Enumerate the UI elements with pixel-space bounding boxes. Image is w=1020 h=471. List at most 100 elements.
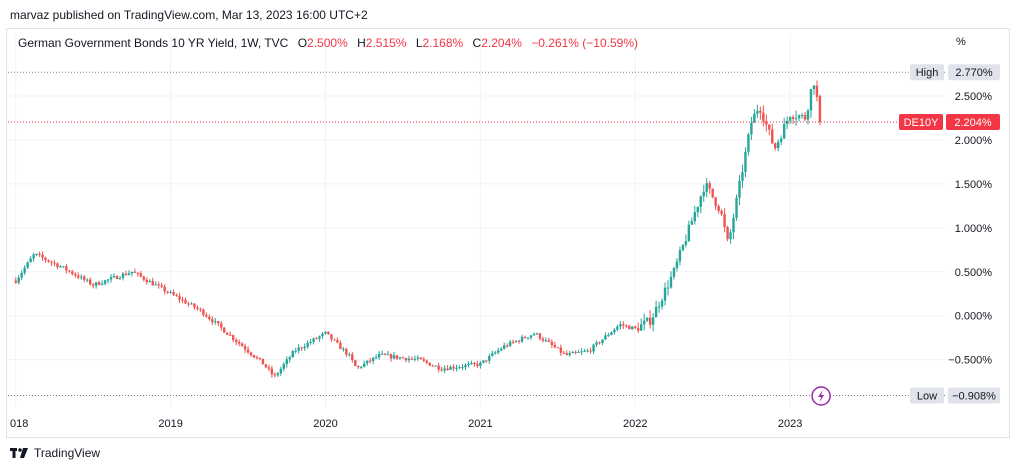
candle-body [461, 367, 464, 369]
candle-body [196, 307, 199, 309]
footer-brand: TradingView [34, 446, 101, 460]
candle-body [351, 354, 354, 361]
candle-body [68, 270, 71, 272]
candle-body [371, 357, 375, 362]
candle-body [726, 227, 729, 240]
candle-body [14, 280, 17, 283]
candle-body [160, 285, 163, 287]
candle-body [553, 344, 557, 348]
last-value-badge-bg [946, 113, 1000, 130]
candle-body [616, 326, 619, 330]
chart-frame [6, 28, 1010, 438]
high-value-badge: 2.770% [955, 67, 993, 79]
candle-body [360, 366, 363, 368]
candle-body [208, 316, 211, 320]
x-tick-label: 2021 [468, 418, 492, 430]
candle-body [300, 347, 303, 349]
candle-body [404, 357, 408, 361]
candle-body [47, 260, 50, 262]
candle-body [648, 317, 652, 325]
candle-body [774, 143, 777, 149]
candle-body [151, 280, 154, 286]
candle-body [565, 353, 568, 355]
candle-body [53, 262, 56, 264]
candle-body [422, 359, 425, 361]
candle-body [282, 364, 285, 369]
candle-body [491, 353, 494, 356]
candle-body [797, 115, 801, 119]
candle-body [502, 345, 506, 349]
candle-body [223, 327, 226, 333]
candle-body [291, 351, 294, 358]
candle-body [476, 363, 479, 366]
candle-body [62, 266, 65, 268]
candle-body [782, 124, 786, 139]
y-tick-label: 1.500% [955, 179, 993, 191]
candle-body [214, 321, 217, 323]
candle-body [380, 353, 384, 355]
candle-body [702, 191, 705, 197]
candle-body [762, 112, 765, 122]
candle-body [452, 366, 455, 369]
candle-body [523, 336, 527, 339]
y-tick-label: 0.500% [955, 267, 993, 279]
candle-body [669, 276, 673, 288]
candle-body [127, 273, 131, 275]
candle-body [26, 262, 29, 268]
high-value-badge-bg [948, 64, 1000, 81]
candle-body [479, 362, 482, 366]
candle-body [455, 367, 458, 369]
candle-body [148, 280, 151, 283]
candle-body [363, 363, 366, 367]
badge-layer: High 2.770% Low −0.908% DE10Y 2.204% [811, 64, 1000, 406]
candle-body [777, 141, 780, 149]
x-tick-label: 2022 [623, 418, 647, 430]
candle-body [130, 271, 134, 274]
candle-body [115, 276, 119, 279]
candle-body [729, 232, 732, 240]
low-value-badge: −0.908% [952, 391, 996, 403]
candle-body [446, 368, 449, 370]
candle-body [181, 299, 184, 301]
candle-body [628, 325, 631, 330]
candle-body [684, 240, 688, 245]
candle-body [425, 360, 428, 363]
candle-body [428, 362, 431, 366]
candle-body [708, 183, 711, 189]
candle-body [559, 347, 562, 353]
candle-body [330, 334, 333, 340]
candle-body [193, 303, 196, 308]
candle-body [297, 347, 300, 351]
lightning-bolt-glyph [818, 390, 825, 402]
candle-body [473, 362, 476, 364]
candle-body [601, 339, 604, 344]
low-value-badge-bg [948, 387, 1000, 404]
candle-body [249, 352, 253, 356]
candle-body [318, 336, 321, 339]
candle-body [747, 134, 750, 152]
candle-body [86, 279, 89, 281]
y-tick-label: −0.500% [948, 355, 992, 367]
candle-body [354, 360, 357, 366]
x-tick-label: 2019 [158, 418, 182, 430]
candle-body [580, 351, 583, 353]
candle-body [100, 283, 104, 285]
legend-open-value: 2.500% [307, 36, 348, 50]
candle-body [693, 212, 697, 222]
candle-body [550, 341, 554, 345]
candle-body [202, 309, 205, 315]
candle-body [32, 254, 35, 259]
candle-body [342, 348, 345, 350]
candle-body [696, 206, 699, 213]
candle-body [443, 368, 446, 371]
candle-body [791, 117, 795, 119]
candle-body [526, 337, 530, 339]
candle-body [279, 368, 283, 374]
marker-lines-layer [8, 71, 945, 397]
publisher-line: marvaz published on TradingView.com, Mar… [10, 8, 368, 22]
candle-body [654, 306, 658, 318]
candle-body [324, 331, 327, 334]
candle-body [17, 277, 20, 283]
candle-body [714, 197, 717, 207]
